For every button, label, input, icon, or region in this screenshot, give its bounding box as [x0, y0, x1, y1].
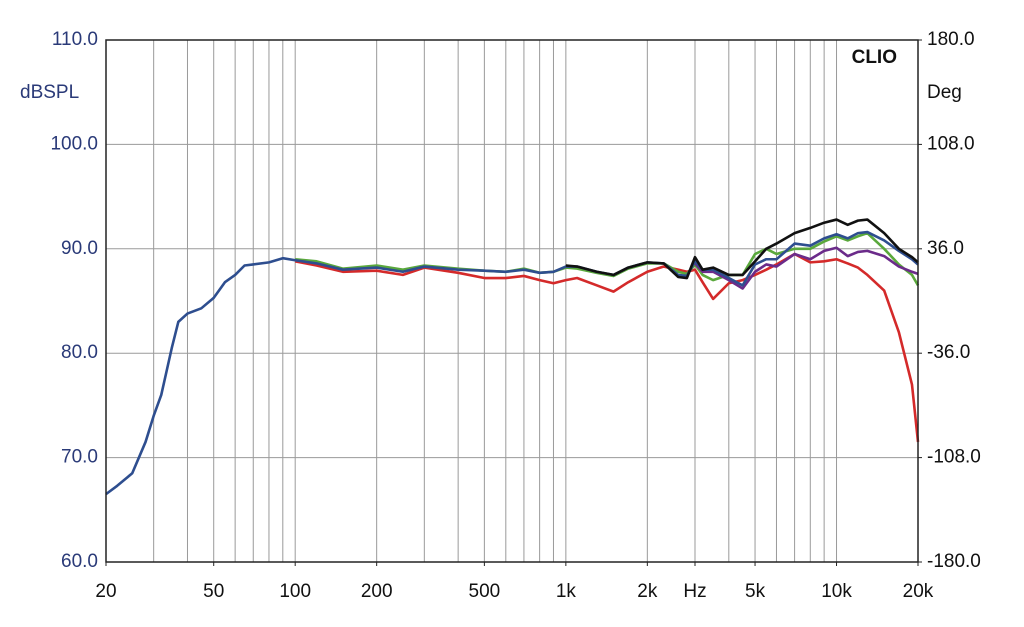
y2-axis-label: Deg: [927, 82, 962, 103]
y2-tick-label: -36.0: [927, 342, 970, 363]
series-line: [694, 246, 919, 290]
x-tick-label: 10k: [821, 581, 852, 602]
y-tick-label: 70.0: [61, 447, 98, 468]
x-tick-label: 50: [203, 581, 224, 602]
y2-tick-label: 36.0: [927, 238, 964, 259]
y-tick-label: 90.0: [61, 238, 98, 259]
lines: [105, 218, 920, 496]
x-tick-label: 500: [469, 581, 501, 602]
grid: [106, 39, 918, 563]
tick-labels: 60.0 70.0 80.0 90.0 100.0 110.0 -180.0 -108.0 -3…: [50, 29, 980, 602]
y2-tick-label: 180.0: [927, 29, 975, 50]
series-line: [105, 230, 919, 496]
y2-tick-label: -180.0: [927, 551, 981, 572]
plot-frame: [105, 39, 919, 563]
y2-tick-label: -108.0: [927, 447, 981, 468]
x-tick-label: 20: [95, 581, 116, 602]
y-tick-label: 110.0: [52, 29, 98, 50]
y-tick-label: 100.0: [50, 133, 98, 154]
y-tick-label: 60.0: [61, 551, 98, 572]
x-tick-label: 200: [361, 581, 393, 602]
x-tick-label: Hz: [683, 581, 706, 602]
x-tick-label: 100: [279, 581, 311, 602]
annotation: CLIO: [852, 47, 897, 68]
series-line: [294, 252, 920, 443]
x-tick-label: 2k: [637, 581, 658, 602]
x-tick-label: 20k: [903, 581, 934, 602]
series-line: [565, 218, 919, 280]
x-tick-label: 1k: [556, 581, 577, 602]
y2-tick-label: 108.0: [927, 133, 975, 154]
y-axis-label: dBSPL: [20, 82, 79, 103]
x-tick-label: 5k: [745, 581, 766, 602]
y-tick-label: 80.0: [61, 342, 98, 363]
